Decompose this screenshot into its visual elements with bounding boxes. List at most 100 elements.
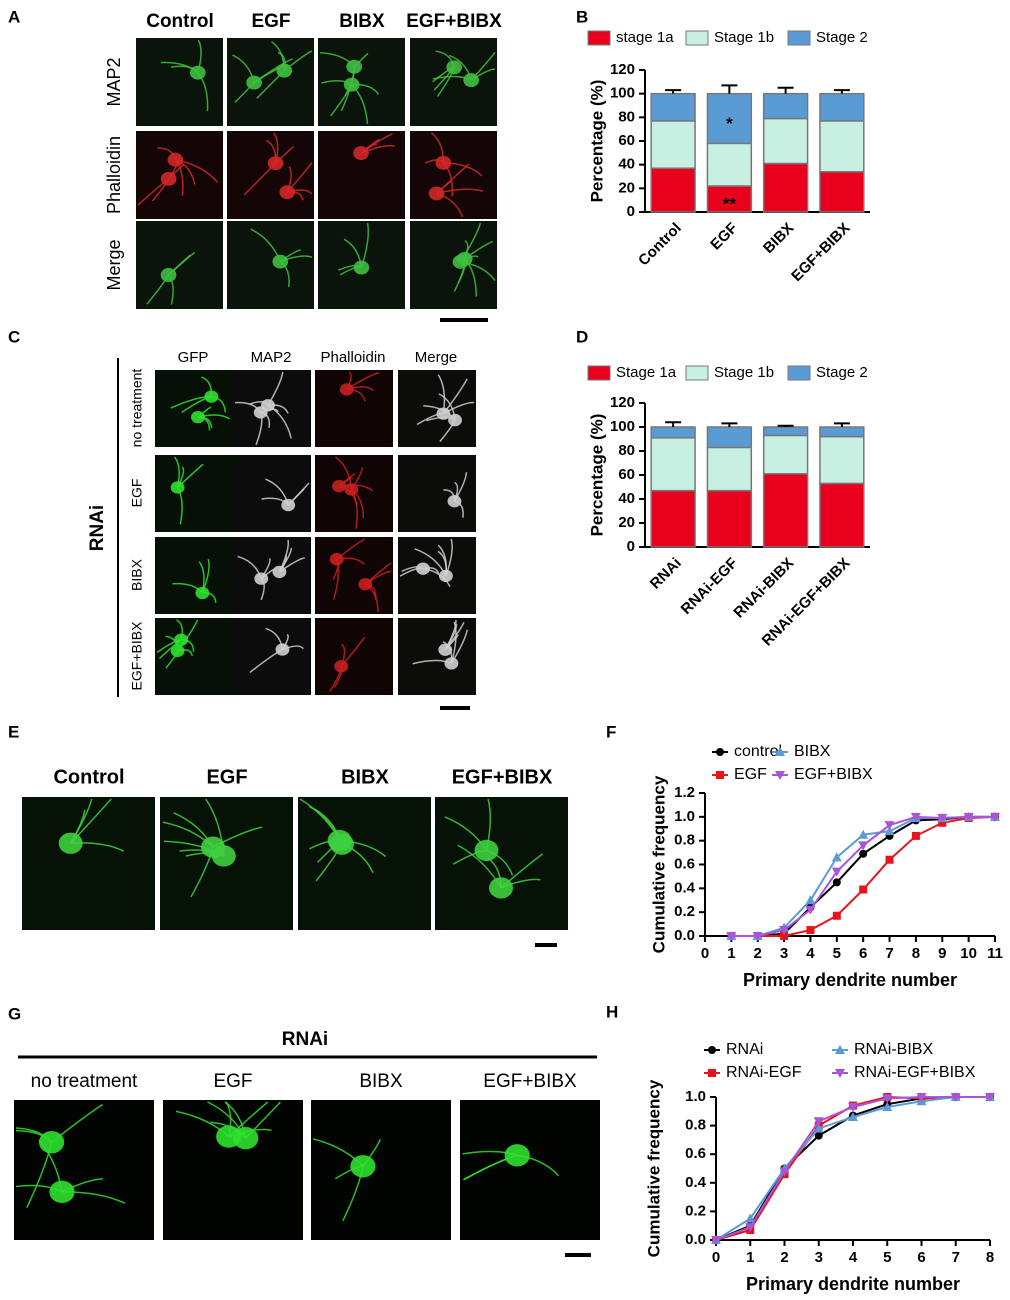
soma bbox=[332, 479, 346, 493]
soma bbox=[204, 390, 219, 403]
panel-label: B bbox=[576, 7, 588, 26]
legend-label: BIBX bbox=[794, 743, 831, 760]
micrograph bbox=[136, 131, 223, 219]
x-tick-label: 3 bbox=[780, 945, 788, 962]
x-tick-label: Control bbox=[635, 220, 685, 270]
annotation: ** bbox=[723, 194, 737, 213]
micrograph bbox=[14, 1100, 154, 1240]
bar-segment bbox=[650, 120, 696, 169]
y-tick-label: 0.4 bbox=[685, 1174, 707, 1191]
column-header: EGF bbox=[213, 1071, 252, 1092]
micrograph bbox=[22, 797, 155, 930]
legend-marker bbox=[708, 1046, 716, 1054]
micrograph bbox=[318, 131, 405, 219]
marker bbox=[745, 1223, 756, 1233]
column-header: EGF+BIBX bbox=[406, 11, 502, 32]
x-tick-label: 2 bbox=[754, 945, 762, 962]
row-label: EGF bbox=[129, 479, 145, 508]
micrograph bbox=[318, 38, 405, 126]
y-tick-label: 40 bbox=[618, 490, 635, 507]
legend-marker bbox=[716, 748, 724, 756]
legend-marker bbox=[716, 771, 724, 779]
panel-label: D bbox=[576, 327, 588, 346]
y-tick-label: 0.8 bbox=[674, 832, 695, 849]
soma bbox=[216, 1125, 242, 1148]
column-header: Phalloidin bbox=[320, 349, 385, 366]
y-tick-label: 80 bbox=[618, 442, 635, 459]
annotation: * bbox=[726, 114, 733, 133]
x-tick-label: 10 bbox=[960, 945, 977, 962]
x-tick-label: 8 bbox=[986, 1249, 994, 1266]
marker bbox=[884, 821, 895, 831]
x-tick-label: 11 bbox=[987, 945, 1003, 962]
column-header: BIBX bbox=[359, 1071, 403, 1092]
soma bbox=[436, 407, 451, 420]
x-tick-label: 4 bbox=[806, 945, 815, 962]
marker bbox=[813, 1117, 824, 1127]
bar-segment bbox=[819, 482, 865, 548]
micrograph bbox=[155, 370, 233, 447]
bar-segment bbox=[819, 435, 865, 485]
group-label: RNAi bbox=[282, 1029, 328, 1050]
marker bbox=[859, 849, 868, 858]
row-label: Merge bbox=[104, 239, 124, 290]
marker bbox=[832, 911, 841, 920]
row-label: Phalloidin bbox=[104, 136, 124, 214]
x-tick-label: RNAi bbox=[647, 555, 685, 593]
legend-label: Stage 1b bbox=[714, 29, 774, 46]
y-tick-label: 0.0 bbox=[685, 1231, 706, 1248]
soma bbox=[435, 155, 452, 170]
x-tick-label: 0 bbox=[701, 945, 709, 962]
micrograph bbox=[435, 797, 568, 930]
x-tick-label: 3 bbox=[815, 1249, 823, 1266]
micrograph bbox=[136, 38, 223, 126]
soma bbox=[438, 643, 453, 656]
panel-label: H bbox=[606, 1002, 618, 1021]
legend-label: RNAi-EGF bbox=[726, 1064, 802, 1081]
legend-label: Stage 1a bbox=[616, 364, 677, 381]
micrograph bbox=[410, 131, 497, 219]
y-tick-label: 1.0 bbox=[674, 808, 695, 825]
row-label: EGF+BIBX bbox=[129, 621, 145, 691]
x-tick-label: 7 bbox=[952, 1249, 960, 1266]
micrograph bbox=[298, 797, 431, 930]
y-tick-label: 0.0 bbox=[674, 927, 695, 944]
soma bbox=[253, 406, 268, 419]
marker bbox=[858, 829, 869, 839]
panel-label: A bbox=[8, 7, 20, 26]
y-tick-label: 0.6 bbox=[674, 855, 695, 872]
soma bbox=[447, 495, 462, 508]
micrograph bbox=[233, 537, 311, 614]
panel-label: F bbox=[606, 722, 616, 741]
soma bbox=[174, 633, 189, 646]
panel-label: E bbox=[8, 722, 19, 741]
column-header: MAP2 bbox=[251, 349, 292, 366]
marker bbox=[831, 867, 842, 877]
column-header: EGF bbox=[206, 766, 247, 788]
legend-label: EGF bbox=[734, 766, 767, 783]
x-tick-label: 5 bbox=[833, 945, 841, 962]
y-tick-label: 0.2 bbox=[674, 903, 695, 920]
marker bbox=[963, 812, 974, 822]
x-tick-label: 6 bbox=[917, 1249, 925, 1266]
marker bbox=[814, 1131, 823, 1140]
x-tick-label: 8 bbox=[912, 945, 920, 962]
soma bbox=[446, 60, 462, 75]
soma bbox=[327, 829, 352, 852]
soma bbox=[448, 413, 462, 427]
soma bbox=[504, 1144, 530, 1167]
legend-marker bbox=[835, 1069, 845, 1078]
y-axis-label: Cumulative frequency bbox=[644, 1079, 663, 1257]
bar-segment bbox=[762, 434, 809, 475]
micrograph bbox=[315, 537, 393, 614]
y-tick-label: 60 bbox=[618, 132, 635, 149]
soma bbox=[170, 644, 185, 658]
bar-segment bbox=[706, 446, 753, 492]
soma bbox=[167, 152, 184, 167]
y-tick-label: 0.2 bbox=[685, 1202, 706, 1219]
column-header: no treatment bbox=[31, 1071, 138, 1092]
soma bbox=[353, 260, 370, 275]
bar-segment bbox=[819, 120, 865, 173]
legend-label: stage 1a bbox=[616, 29, 674, 46]
x-tick-label: 5 bbox=[883, 1249, 891, 1266]
